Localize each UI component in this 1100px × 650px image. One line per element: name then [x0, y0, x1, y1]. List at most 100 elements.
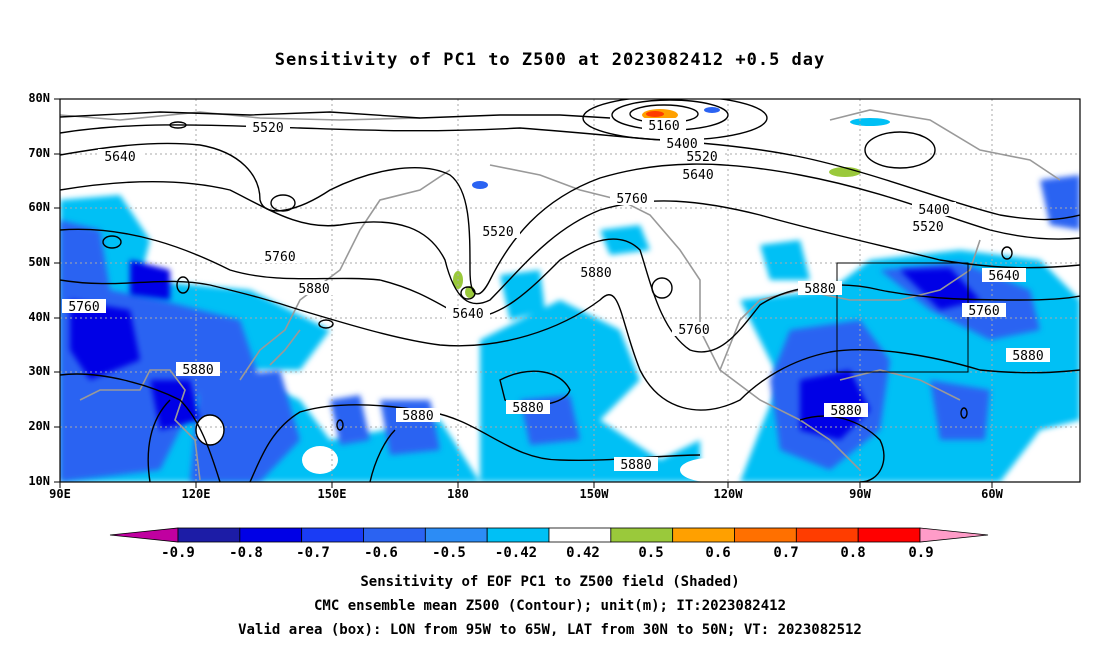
svg-text:5760: 5760 [68, 300, 99, 315]
colorbar-cell [486, 527, 550, 543]
contour-label: 5760 [672, 322, 716, 338]
contour-label: 5880 [1006, 348, 1050, 364]
lon-label: 120E [181, 487, 211, 501]
svg-text:5520: 5520 [912, 220, 943, 235]
svg-text:5640: 5640 [452, 307, 483, 322]
contour-label: 5880 [292, 281, 336, 297]
contour-label: 5760 [258, 249, 302, 265]
contour-label: 5400 [660, 136, 704, 152]
svg-text:5640: 5640 [988, 269, 1019, 284]
contour-label: 5880 [396, 408, 440, 424]
svg-text:5880: 5880 [804, 282, 835, 297]
colorbar-label: 0.8 [840, 545, 866, 561]
colorbar-cell [857, 527, 921, 543]
svg-text:5520: 5520 [252, 121, 283, 136]
colorbar-cell [795, 527, 859, 543]
colorbar-high-extend [919, 527, 989, 543]
plot-title: Sensitivity of PC1 to Z500 at 2023082412… [274, 50, 826, 70]
colorbar-cell [301, 527, 364, 543]
footer-line-2: CMC ensemble mean Z500 (Contour); unit(m… [313, 598, 786, 614]
colorbar-cell [239, 527, 303, 543]
colorbar-label: -0.6 [364, 545, 398, 561]
svg-text:5880: 5880 [830, 404, 861, 419]
svg-text:5400: 5400 [918, 203, 949, 218]
colorbar-label: -0.5 [432, 545, 466, 561]
lat-label: 40N [28, 310, 50, 324]
lon-label: 90W [849, 487, 871, 501]
colorbar-label: 0.9 [908, 545, 934, 561]
svg-text:5760: 5760 [264, 250, 295, 265]
colorbar-cell [177, 527, 241, 543]
svg-text:5760: 5760 [616, 192, 647, 207]
svg-text:5640: 5640 [682, 168, 713, 183]
colorbar-label: 0.6 [705, 545, 731, 561]
svg-text:5880: 5880 [1012, 349, 1043, 364]
colorbar-label: 0.42 [566, 545, 600, 561]
colorbar-cell [672, 527, 735, 543]
colorbar-cell [363, 527, 426, 543]
contour-label: 5520 [246, 120, 290, 136]
contour-label: 5880 [176, 362, 220, 378]
valid-area-box [836, 262, 969, 373]
contour-label: 5160 [642, 118, 686, 134]
contour-label: 5760 [610, 191, 654, 207]
contour-label: 5880 [798, 281, 842, 297]
lon-label: 90E [49, 487, 71, 501]
colorbar-label: -0.7 [296, 545, 330, 561]
lat-label: 10N [28, 474, 50, 488]
lon-label: 60W [981, 487, 1003, 501]
contour-label: 5880 [506, 400, 550, 416]
contour-label: 5520 [680, 149, 724, 165]
svg-text:5760: 5760 [968, 304, 999, 319]
colorbar-cell [424, 527, 488, 543]
svg-text:5880: 5880 [298, 282, 329, 297]
svg-text:5640: 5640 [104, 150, 135, 165]
footer-line-3: Valid area (box): LON from 95W to 65W, L… [238, 622, 862, 638]
contour-label: 5640 [446, 306, 490, 322]
lon-label: 180 [447, 487, 469, 501]
svg-text:5760: 5760 [678, 323, 709, 338]
contour-label: 5520 [476, 224, 520, 240]
colorbar-label: -0.9 [161, 545, 195, 561]
svg-text:5400: 5400 [666, 137, 697, 152]
colorbar-cell [548, 527, 612, 543]
contour-label: 5760 [962, 303, 1006, 319]
colorbar-label: 0.7 [773, 545, 799, 561]
lat-label: 80N [28, 91, 50, 105]
svg-text:5880: 5880 [402, 409, 433, 424]
colorbar-cell [734, 527, 797, 543]
contour-label: 5880 [574, 265, 618, 281]
svg-text:5160: 5160 [648, 119, 679, 134]
svg-text:5880: 5880 [620, 458, 651, 473]
contour-label: 5520 [906, 219, 950, 235]
svg-text:5880: 5880 [580, 266, 611, 281]
svg-text:5880: 5880 [182, 363, 213, 378]
colorbar-label: 0.5 [638, 545, 664, 561]
svg-text:5520: 5520 [482, 225, 513, 240]
colorbar-cell [610, 527, 674, 543]
contour-label: 5400 [912, 202, 956, 218]
lat-label: 30N [28, 364, 50, 378]
contour-label: 5880 [614, 457, 658, 473]
svg-text:5880: 5880 [512, 401, 543, 416]
contour-label: 5640 [676, 167, 720, 183]
lat-label: 70N [28, 146, 50, 160]
colorbar-label: -0.8 [229, 545, 263, 561]
lat-label: 50N [28, 255, 50, 269]
lat-label: 20N [28, 419, 50, 433]
lon-label: 150E [317, 487, 347, 501]
contour-label: 5880 [824, 403, 868, 419]
lat-label: 60N [28, 200, 50, 214]
sensitivity-shading [60, 107, 1080, 482]
colorbar-low-extend [109, 527, 179, 543]
footer-line-1: Sensitivity of EOF PC1 to Z500 field (Sh… [360, 574, 740, 590]
contour-label: 5760 [62, 299, 106, 315]
svg-text:5520: 5520 [686, 150, 717, 165]
contour-label: 5640 [982, 268, 1026, 284]
colorbar [109, 527, 989, 543]
colorbar-label: -0.42 [494, 545, 538, 561]
contour-labels: 5520 5640 5160 5400 5520 5640 5760 5520 … [62, 118, 1050, 473]
contour-label: 5640 [98, 149, 142, 165]
lon-label: 150W [579, 487, 609, 501]
